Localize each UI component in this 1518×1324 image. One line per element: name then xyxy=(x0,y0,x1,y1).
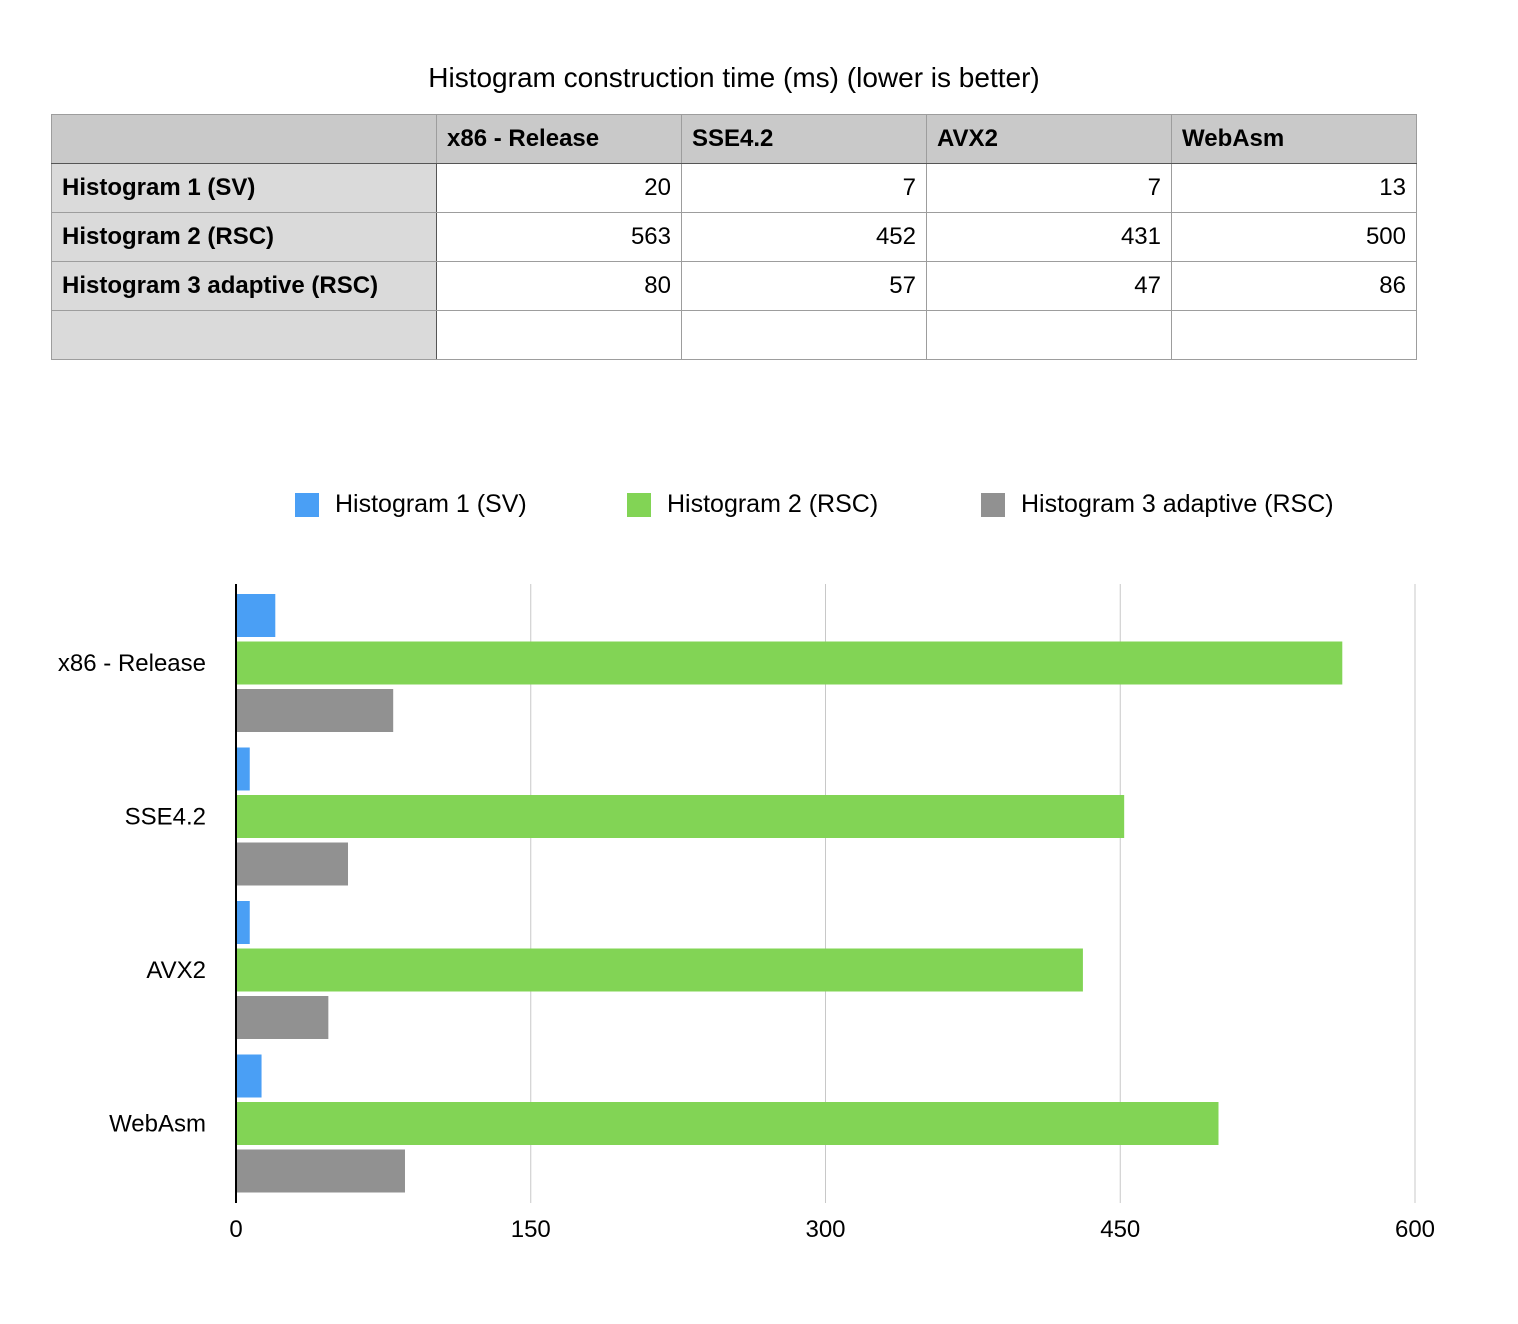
table-cell: 452 xyxy=(681,212,927,262)
bar xyxy=(236,641,1343,685)
x-tick-label: 600 xyxy=(1395,1216,1435,1243)
bar xyxy=(236,948,1083,992)
row-label: Histogram 3 adaptive (RSC) xyxy=(51,261,437,311)
data-table: x86 - Release SSE4.2 AVX2 WebAsm Histogr… xyxy=(51,114,1417,360)
legend-item-series-1: Histogram 1 (SV) xyxy=(295,490,527,519)
bar xyxy=(236,1149,405,1193)
table-cell xyxy=(681,310,927,360)
legend-label: Histogram 2 (RSC) xyxy=(667,490,879,518)
table-cell: 7 xyxy=(681,163,927,213)
legend-label: Histogram 1 (SV) xyxy=(335,490,527,518)
table-header-row: x86 - Release SSE4.2 AVX2 WebAsm xyxy=(51,114,1417,164)
bar xyxy=(236,689,394,732)
y-category-label: x86 - Release xyxy=(58,650,206,677)
table-cell: 57 xyxy=(681,261,927,311)
table-row: Histogram 3 adaptive (RSC) 80 57 47 86 xyxy=(51,261,1417,311)
table-cell xyxy=(1171,310,1417,360)
bar xyxy=(236,842,349,886)
table-cell: 20 xyxy=(436,163,682,213)
row-label xyxy=(51,310,437,360)
legend-item-series-3: Histogram 3 adaptive (RSC) xyxy=(981,490,1334,519)
y-category-label: WebAsm xyxy=(109,1111,206,1138)
legend-swatch xyxy=(981,492,1005,517)
bar-chart: 0 150 300 450 600 x86 - Release SSE4.2 AVX2 WebA… xyxy=(58,584,1435,1243)
table-cell: 80 xyxy=(436,261,682,311)
x-tick-label: 150 xyxy=(511,1216,551,1243)
table-cell: 431 xyxy=(926,212,1172,262)
x-tick-label: 450 xyxy=(1100,1216,1140,1243)
bar xyxy=(236,996,329,1039)
table-cell: 563 xyxy=(436,212,682,262)
y-category-label: SSE4.2 xyxy=(125,804,206,831)
y-category-label: AVX2 xyxy=(146,957,206,984)
x-tick-label: 0 xyxy=(229,1216,242,1243)
legend-item-series-2: Histogram 2 (RSC) xyxy=(627,490,878,519)
table-cell: 13 xyxy=(1171,163,1417,213)
table-row: Histogram 1 (SV) 20 7 7 13 xyxy=(51,163,1417,213)
table-header-cell: x86 - Release xyxy=(436,114,682,164)
table-header-cell: WebAsm xyxy=(1171,114,1417,164)
table-cell: 7 xyxy=(926,163,1172,213)
bar xyxy=(236,594,276,637)
row-label: Histogram 2 (RSC) xyxy=(51,212,437,262)
table-cell: 47 xyxy=(926,261,1172,311)
table-cell: 86 xyxy=(1171,261,1417,311)
bar xyxy=(236,901,250,944)
table-cell xyxy=(926,310,1172,360)
table-cell: 500 xyxy=(1171,212,1417,262)
page-title: Histogram construction time (ms) (lower … xyxy=(428,62,1040,93)
x-tick-label: 300 xyxy=(805,1216,845,1243)
table-row: Histogram 2 (RSC) 563 452 431 500 xyxy=(51,212,1417,262)
table-cell xyxy=(436,310,682,360)
chart-legend: Histogram 1 (SV) Histogram 2 (RSC) Histo… xyxy=(0,490,1518,530)
bar xyxy=(236,747,250,791)
bar xyxy=(236,795,1125,838)
table-header-cell xyxy=(51,114,437,164)
legend-swatch xyxy=(627,492,651,517)
bar xyxy=(236,1054,262,1098)
table-header-cell: AVX2 xyxy=(926,114,1172,164)
bar xyxy=(236,1102,1219,1145)
legend-label: Histogram 3 adaptive (RSC) xyxy=(1021,490,1334,518)
row-label: Histogram 1 (SV) xyxy=(51,163,437,213)
table-header-cell: SSE4.2 xyxy=(681,114,927,164)
legend-swatch xyxy=(295,492,319,517)
table-row xyxy=(51,310,1417,360)
